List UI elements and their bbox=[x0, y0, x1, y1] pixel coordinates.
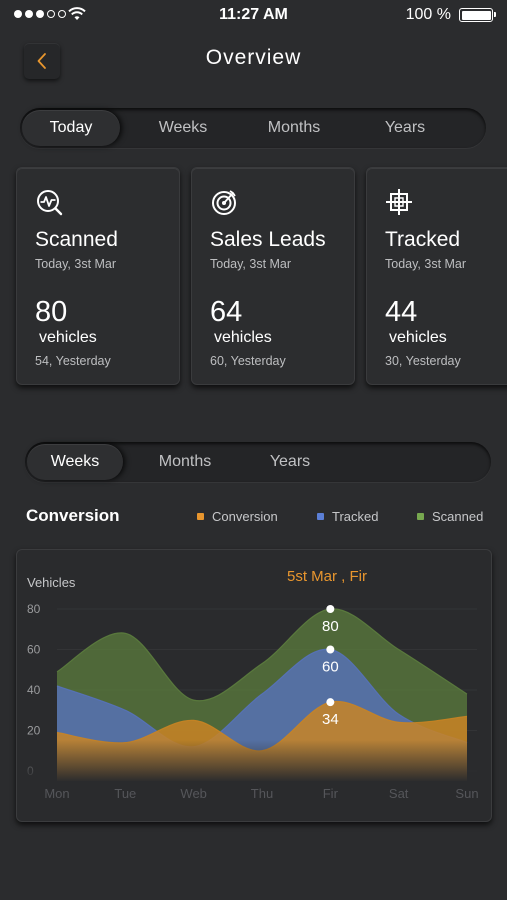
data-point-conversion bbox=[326, 698, 335, 707]
conversion-chart: Vehicles 5st Mar , Fir 020406080 806034 … bbox=[16, 549, 492, 822]
legend-conversion: Conversion bbox=[197, 509, 278, 524]
y-tick-label: 80 bbox=[27, 602, 41, 616]
chart-bottom-fade bbox=[17, 740, 491, 782]
tab-today[interactable]: Today bbox=[22, 110, 120, 146]
area-chart-svg: Vehicles 5st Mar , Fir 020406080 806034 … bbox=[17, 568, 491, 801]
status-time: 11:27 AM bbox=[219, 6, 288, 23]
card-value: 44 bbox=[385, 296, 418, 328]
status-bar: 11:27 AM 100 % bbox=[0, 0, 507, 30]
card-date: Today, 3st Mar bbox=[385, 257, 467, 271]
y-tick-label: 60 bbox=[27, 643, 41, 657]
card-value: 64 bbox=[210, 296, 243, 328]
x-tick-label: Thu bbox=[251, 786, 273, 801]
y-tick-label: 20 bbox=[27, 724, 41, 738]
card-tracked[interactable]: Tracked Today, 3st Mar 44 vehicles 30, Y… bbox=[366, 167, 507, 385]
back-button[interactable] bbox=[24, 43, 60, 79]
tab-chart-months[interactable]: Months bbox=[158, 453, 212, 470]
legend-label: Tracked bbox=[332, 509, 379, 524]
page-title: Overview bbox=[205, 46, 302, 69]
card-unit: vehicles bbox=[39, 329, 97, 346]
card-scanned[interactable]: Scanned Today, 3st Mar 80 vehicles 54, Y… bbox=[16, 167, 180, 385]
series-line-tracked bbox=[56, 648, 468, 748]
card-date: Today, 3st Mar bbox=[35, 257, 117, 271]
x-tick-label: Mon bbox=[44, 786, 69, 801]
tab-chart-years[interactable]: Years bbox=[269, 453, 311, 470]
legend-label: Scanned bbox=[432, 509, 484, 524]
series-line-scanned bbox=[56, 608, 468, 702]
cellular-signal-icon bbox=[14, 10, 66, 18]
card-value: 80 bbox=[35, 296, 68, 328]
x-tick-label: Tue bbox=[114, 786, 136, 801]
legend-label: Conversion bbox=[212, 509, 278, 524]
period-tabs: Today Weeks Months Years bbox=[20, 108, 486, 148]
tab-years[interactable]: Years bbox=[384, 119, 426, 136]
legend-swatch bbox=[417, 513, 424, 520]
card-title: Scanned bbox=[35, 228, 118, 251]
wifi-icon bbox=[68, 7, 86, 20]
x-tick-label: Sat bbox=[389, 786, 409, 801]
tab-chart-weeks[interactable]: Weeks bbox=[27, 444, 123, 480]
x-tick-label: Web bbox=[180, 786, 207, 801]
card-unit: vehicles bbox=[214, 329, 272, 346]
target-icon bbox=[212, 190, 236, 215]
x-tick-label: Sun bbox=[455, 786, 478, 801]
data-label-conversion: 34 bbox=[322, 711, 339, 728]
chart-period-tabs: Weeks Months Years bbox=[25, 442, 491, 482]
legend-swatch bbox=[197, 513, 204, 520]
scan-search-icon bbox=[37, 190, 63, 216]
highlight-annotation: 5st Mar , Fir bbox=[287, 568, 367, 585]
legend-scanned: Scanned bbox=[417, 509, 483, 524]
x-tick-label: Fir bbox=[323, 786, 339, 801]
card-title: Tracked bbox=[385, 228, 461, 251]
battery-icon bbox=[459, 8, 496, 22]
legend-tracked: Tracked bbox=[317, 509, 378, 524]
crosshair-icon bbox=[386, 189, 412, 215]
card-title: Sales Leads bbox=[210, 228, 326, 251]
data-label-scanned: 80 bbox=[322, 618, 339, 635]
data-label-tracked: 60 bbox=[322, 659, 339, 676]
data-point-tracked bbox=[326, 645, 335, 654]
card-sales-leads[interactable]: Sales Leads Today, 3st Mar 64 vehicles 6… bbox=[191, 167, 355, 385]
chevron-left-icon bbox=[37, 53, 46, 69]
tab-months[interactable]: Months bbox=[267, 119, 321, 136]
card-date: Today, 3st Mar bbox=[210, 257, 292, 271]
y-axis-label: Vehicles bbox=[27, 575, 76, 590]
legend-swatch bbox=[317, 513, 324, 520]
data-point-scanned bbox=[326, 605, 335, 613]
y-tick-label: 40 bbox=[27, 683, 41, 697]
tab-weeks[interactable]: Weeks bbox=[158, 119, 208, 136]
conversion-title: Conversion bbox=[26, 506, 120, 525]
card-yesterday: 54, Yesterday bbox=[35, 354, 111, 368]
battery-percentage: 100 % bbox=[405, 6, 451, 23]
card-unit: vehicles bbox=[389, 329, 447, 346]
card-yesterday: 30, Yesterday bbox=[385, 354, 461, 368]
card-yesterday: 60, Yesterday bbox=[210, 354, 286, 368]
